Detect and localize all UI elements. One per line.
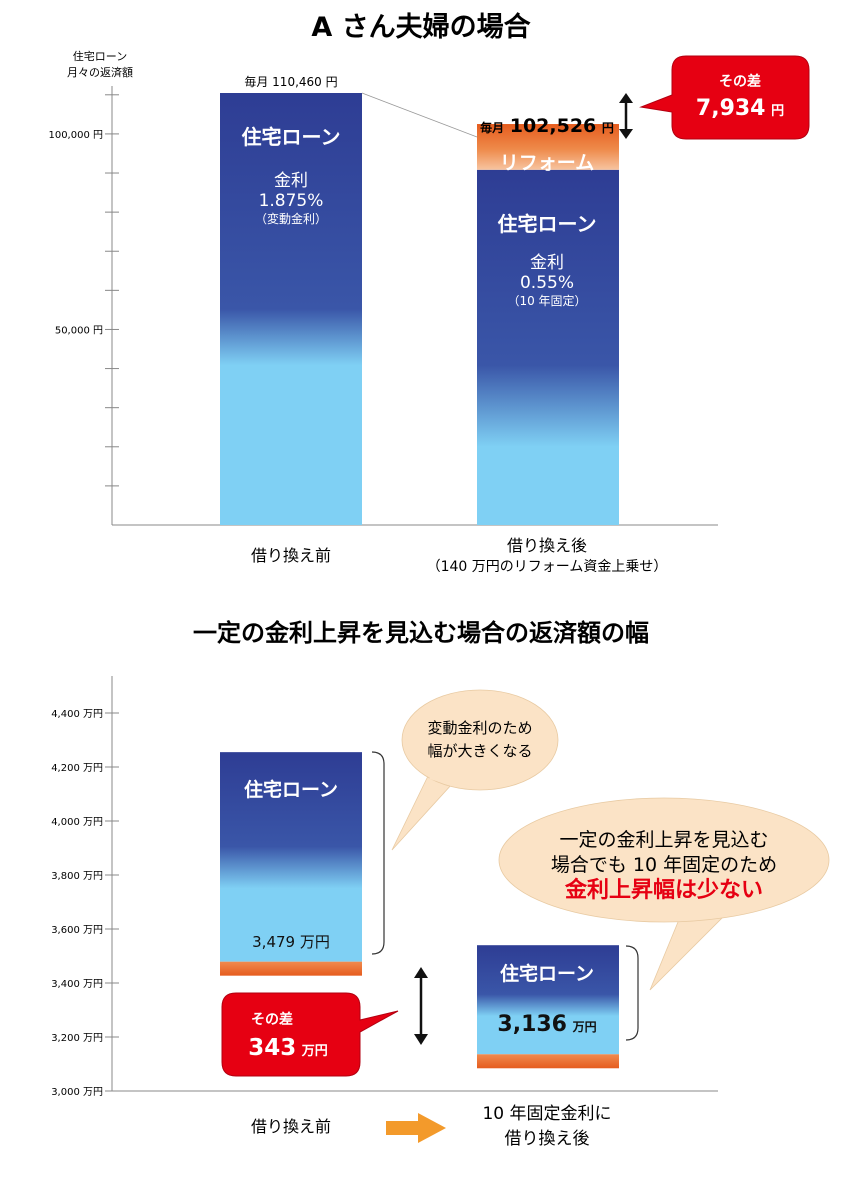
c1-bar-after-reform bbox=[477, 124, 619, 170]
c1-bar-after-loan bbox=[477, 169, 619, 525]
c2-cat-after-2: 借り換え後 bbox=[505, 1129, 590, 1149]
chart2-axis: 4,400 万円 4,200 万円 4,000 万円 3,800 万円 3,600 万円… bbox=[51, 676, 718, 1098]
c1-diff-value: 7,934 円 bbox=[696, 96, 784, 121]
c1-bar-before bbox=[220, 93, 362, 525]
c2-diff-label: その差 bbox=[251, 1011, 293, 1028]
chart2-title: 一定の金利上昇を見込む場合の返済額の幅 bbox=[193, 619, 649, 647]
c2-bar-after-base bbox=[477, 1054, 619, 1069]
c1-after-rate-label: 金利 bbox=[530, 253, 564, 273]
c2-before-value-label: 3,479 万円 bbox=[252, 933, 330, 951]
chart1-bars bbox=[220, 93, 619, 525]
c1-diff-label: その差 bbox=[719, 73, 761, 90]
c1-before-rate-label: 金利 bbox=[274, 171, 308, 191]
c2-after-bracket bbox=[625, 945, 639, 1041]
c2-after-value-number: 3,136 bbox=[497, 1012, 567, 1037]
c1-after-rate-type: （10 年固定） bbox=[507, 293, 586, 308]
c2-before-loan-label: 住宅ローン bbox=[244, 778, 338, 801]
c2-bubble2-line1: 一定の金利上昇を見込む bbox=[559, 829, 768, 851]
c2-diff-value: 343 万円 bbox=[248, 1035, 328, 1061]
c2-bar-before-base bbox=[220, 961, 362, 976]
c1-before-top-label: 毎月 110,460 円 bbox=[244, 74, 337, 89]
c1-after-rate-value: 0.55% bbox=[520, 273, 574, 293]
c1-before-rate-type: （変動金利） bbox=[255, 211, 327, 226]
c2-bubble1-line2: 幅が大きくなる bbox=[427, 742, 532, 760]
c2-after-value-label: 3,136 万円 bbox=[497, 1012, 596, 1037]
c1-y-tick-label: 50,000 円 bbox=[55, 325, 103, 336]
c1-after-top-label: 毎月 102,526 円 bbox=[480, 115, 614, 137]
c2-y-tick-label: 4,200 万円 bbox=[51, 763, 103, 774]
c1-reform-label: リフォーム bbox=[500, 152, 594, 174]
chart1-title: A さん夫婦の場合 bbox=[311, 11, 530, 43]
c2-diff-number: 343 bbox=[248, 1035, 296, 1061]
c2-after-value-unit: 万円 bbox=[572, 1020, 597, 1034]
c2-before-bracket bbox=[371, 751, 385, 955]
c2-y-tick-label: 4,400 万円 bbox=[51, 709, 103, 720]
c1-after-top-prefix: 毎月 bbox=[480, 120, 504, 135]
c1-cat-after-note: （140 万円のリフォーム資金上乗せ） bbox=[427, 559, 668, 575]
c2-bubble2-line3: 金利上昇幅は少ない bbox=[564, 877, 763, 903]
c2-diff-callout: その差 343 万円 bbox=[221, 992, 399, 1077]
c2-bar-before bbox=[220, 752, 362, 962]
c2-diff-unit: 万円 bbox=[301, 1044, 328, 1059]
c2-y-tick-label: 3,800 万円 bbox=[51, 871, 103, 882]
chart2-bars bbox=[220, 752, 619, 1069]
c1-before-loan-label: 住宅ローン bbox=[242, 125, 341, 149]
chart1-ylabel-1: 住宅ローン bbox=[73, 49, 127, 63]
c1-after-top-unit: 円 bbox=[602, 121, 614, 135]
c1-after-loan-label: 住宅ローン bbox=[498, 212, 597, 236]
c1-cat-after: 借り換え後 bbox=[507, 536, 587, 555]
c1-diff-arrow bbox=[619, 93, 633, 139]
c2-y-tick-label: 4,000 万円 bbox=[51, 817, 103, 828]
c2-bubble1-line1: 変動金利のため bbox=[427, 719, 532, 737]
c2-cat-after-1: 10 年固定金利に bbox=[482, 1104, 611, 1124]
c2-category-arrow bbox=[386, 1113, 446, 1143]
c2-bubble2-line2: 場合でも 10 年固定のため bbox=[551, 854, 777, 876]
c2-cat-before: 借り換え前 bbox=[251, 1117, 331, 1136]
c1-diff-number: 7,934 bbox=[696, 96, 766, 121]
c2-after-loan-label: 住宅ローン bbox=[500, 962, 594, 985]
c2-y-tick-label: 3,000 万円 bbox=[51, 1087, 103, 1098]
c1-y-tick-label: 100,000 円 bbox=[48, 130, 103, 141]
c1-cat-before: 借り換え前 bbox=[251, 546, 331, 565]
c2-y-tick-label: 3,600 万円 bbox=[51, 925, 103, 936]
c2-bubble-1: 変動金利のため 幅が大きくなる bbox=[391, 689, 559, 851]
c2-y-tick-label: 3,400 万円 bbox=[51, 979, 103, 990]
c1-diff-unit: 円 bbox=[771, 104, 784, 119]
c2-bubble-2: 一定の金利上昇を見込む 場合でも 10 年固定のため 金利上昇幅は少ない bbox=[498, 797, 830, 991]
c2-bar-after bbox=[477, 945, 619, 1055]
c2-diff-arrow bbox=[414, 967, 428, 1045]
chart1-ylabel-2: 月々の返済額 bbox=[67, 65, 133, 79]
c1-after-top-value: 102,526 bbox=[510, 115, 597, 137]
c1-diff-callout: その差 7,934 円 bbox=[639, 55, 810, 140]
c1-before-rate-value: 1.875% bbox=[259, 191, 324, 211]
c1-connector-line bbox=[361, 92, 478, 138]
c2-y-tick-label: 3,200 万円 bbox=[51, 1033, 103, 1044]
